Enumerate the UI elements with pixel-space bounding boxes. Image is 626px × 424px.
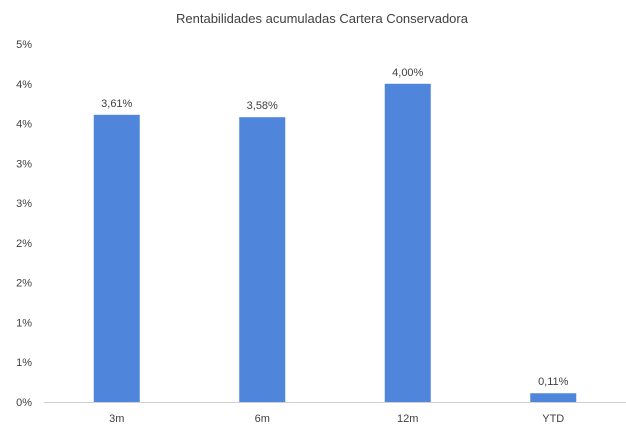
- data-label: 4,00%: [392, 67, 423, 79]
- x-tick-label: 12m: [397, 413, 418, 424]
- bar-6m: [239, 117, 286, 403]
- x-tick-label: YTD: [542, 413, 564, 424]
- y-tick-label: 1%: [16, 317, 32, 329]
- y-tick-label: 2%: [16, 278, 32, 290]
- y-tick-label: 2%: [16, 238, 32, 250]
- data-label: 3,58%: [247, 100, 278, 112]
- data-label: 0,11%: [538, 376, 569, 388]
- y-tick-label: 4%: [16, 119, 32, 131]
- data-labels: 3,61% 3,58% 4,00% 0,11%: [101, 67, 569, 388]
- bar-ytd: [530, 393, 577, 402]
- y-axis-ticks: 0% 1% 1% 2% 2% 3% 3% 4% 4% 5%: [16, 39, 32, 409]
- y-tick-label: 5%: [16, 39, 32, 51]
- x-tick-label: 6m: [255, 413, 270, 424]
- y-tick-label: 0%: [16, 397, 32, 409]
- x-tick-label: 3m: [109, 413, 124, 424]
- chart-title: Rentabilidades acumuladas Cartera Conser…: [176, 11, 469, 26]
- x-axis-ticks: 3m 6m 12m YTD: [109, 413, 564, 424]
- bars: [93, 83, 577, 403]
- y-tick-label: 1%: [16, 357, 32, 369]
- y-tick-label: 3%: [16, 198, 32, 210]
- data-label: 3,61%: [101, 98, 132, 110]
- bar-3m: [93, 114, 140, 402]
- y-tick-label: 3%: [16, 158, 32, 170]
- bar-12m: [384, 83, 431, 403]
- y-tick-label: 4%: [16, 79, 32, 91]
